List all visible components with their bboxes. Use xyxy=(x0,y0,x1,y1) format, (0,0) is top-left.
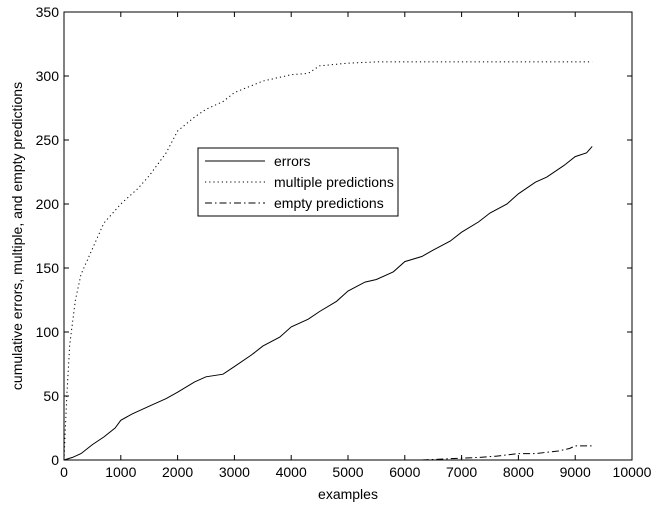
x-tick-label: 2000 xyxy=(162,464,193,480)
legend-label-2: empty predictions xyxy=(274,195,384,211)
legend-label-1: multiple predictions xyxy=(274,174,394,190)
y-tick-label: 200 xyxy=(36,196,60,212)
x-tick-label: 8000 xyxy=(503,464,534,480)
x-tick-label: 1000 xyxy=(105,464,136,480)
x-tick-label: 4000 xyxy=(276,464,307,480)
y-axis-label: cumulative errors, multiple, and empty p… xyxy=(9,82,25,390)
series-line-1 xyxy=(63,61,593,461)
legend-label-0: errors xyxy=(274,153,311,169)
x-tick-label: 10000 xyxy=(613,464,652,480)
series-layer xyxy=(63,61,593,461)
x-tick-label: 3000 xyxy=(219,464,250,480)
y-tick-label: 50 xyxy=(43,388,59,404)
x-tick-label: 9000 xyxy=(560,464,591,480)
series-line-0 xyxy=(63,146,593,461)
x-tick-label: 0 xyxy=(60,464,68,480)
y-tick-label: 0 xyxy=(51,452,59,468)
y-tick-label: 100 xyxy=(36,324,60,340)
y-tick-label: 150 xyxy=(36,260,60,276)
y-tick-label: 250 xyxy=(36,132,60,148)
series-line-2 xyxy=(421,445,593,461)
x-tick-label: 5000 xyxy=(332,464,363,480)
y-tick-label: 300 xyxy=(36,68,60,84)
ticks-layer: 0 1000 2000 3000 4000 5000 6000 7000 8000 9000 100… xyxy=(36,4,652,480)
x-tick-label: 7000 xyxy=(446,464,477,480)
legend: errors multiple predictions empty predicti… xyxy=(197,147,399,217)
x-tick-label: 6000 xyxy=(389,464,420,480)
y-tick-label: 350 xyxy=(36,4,60,20)
x-axis-label: examples xyxy=(318,486,378,502)
plot-frame xyxy=(63,11,633,461)
